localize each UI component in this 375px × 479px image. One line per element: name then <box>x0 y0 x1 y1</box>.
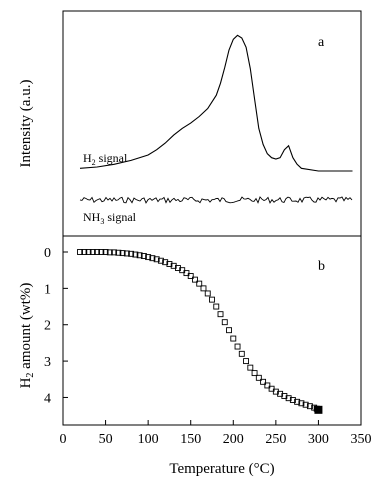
data-point <box>157 257 164 264</box>
data-point <box>260 378 267 385</box>
x-tick-label: 200 <box>223 432 244 447</box>
series-line-nh3-signal <box>79 196 353 204</box>
data-point <box>128 250 135 257</box>
data-point <box>162 259 169 266</box>
x-tick-label: 300 <box>308 432 329 447</box>
y-tick-label: 0 <box>44 246 51 261</box>
data-point <box>106 249 113 256</box>
x-tick-label: 250 <box>265 432 286 447</box>
data-point <box>264 382 271 389</box>
data-point <box>140 253 147 259</box>
series-label-h2-after: signal <box>96 151 128 165</box>
series-label-nh3-after: signal <box>104 210 136 224</box>
x-tick-label: 100 <box>138 432 159 447</box>
data-point <box>98 249 105 255</box>
series-line-h2-signal <box>79 34 353 172</box>
y-tick-label: 1 <box>44 282 51 297</box>
panel-b-ticks: 0 1 2 3 4 0 50 100 150 200 250 300 350 <box>44 246 372 447</box>
x-tick-label: 0 <box>60 432 67 447</box>
data-point <box>102 249 109 255</box>
data-point <box>221 319 228 326</box>
x-axis-label-temperature: Temperature (°C) <box>169 461 274 477</box>
panel-a-label: a <box>318 35 325 50</box>
data-point <box>136 252 143 259</box>
data-point-cluster <box>314 405 323 414</box>
data-point <box>119 250 126 257</box>
x-tick-label: 50 <box>99 432 113 447</box>
data-point <box>115 249 122 256</box>
panel-b-points <box>77 249 323 414</box>
data-point <box>209 296 215 303</box>
data-point <box>81 249 88 255</box>
data-point <box>247 364 254 371</box>
panel-a-series <box>79 34 353 204</box>
data-point <box>255 374 262 381</box>
data-point <box>145 254 152 261</box>
data-point <box>238 350 245 357</box>
y-axis-label-h2-amount: H2 amount (wt%) <box>18 283 36 389</box>
x-tick-label: 350 <box>351 432 372 447</box>
data-point <box>111 249 118 256</box>
panel-a: a Intensity (a.u.) H2 signal NH3 signal <box>18 10 362 237</box>
data-point <box>306 403 313 410</box>
data-point <box>213 303 220 310</box>
data-point <box>226 327 232 334</box>
data-point <box>166 261 173 267</box>
series-label-nh3-sub: 3 <box>100 217 104 226</box>
data-point <box>77 249 83 255</box>
y-axis-label-h2-main: H <box>18 377 34 388</box>
series-label-h2-main: H <box>83 151 92 165</box>
data-point <box>153 256 160 263</box>
data-point <box>192 276 198 283</box>
data-point <box>302 401 309 408</box>
data-point <box>234 343 241 350</box>
data-point <box>187 273 194 279</box>
data-point <box>132 251 139 258</box>
y-tick-label: 4 <box>44 391 51 406</box>
data-point <box>243 358 250 365</box>
panel-b-frame <box>62 235 362 426</box>
data-point <box>149 255 156 262</box>
data-point <box>200 285 207 292</box>
series-label-nh3-signal: NH3 signal <box>83 210 137 226</box>
data-point <box>294 398 301 405</box>
data-point <box>251 370 258 377</box>
y-axis-label-h2-sub: 2 <box>25 373 36 378</box>
y-axis-label-intensity: Intensity (a.u.) <box>18 80 34 168</box>
data-point <box>204 290 211 297</box>
data-point <box>123 250 130 257</box>
x-tick-label: 150 <box>180 432 201 447</box>
data-point <box>285 395 292 402</box>
y-tick-label: 3 <box>44 355 51 370</box>
series-label-h2-signal: H2 signal <box>83 151 128 167</box>
panel-b-label: b <box>318 259 325 274</box>
data-point <box>94 249 101 255</box>
series-label-h2-sub: 2 <box>92 158 96 167</box>
data-point <box>85 249 92 255</box>
data-point <box>230 335 237 342</box>
data-point <box>289 397 296 403</box>
y-axis-label-h2-after: amount (wt%) <box>18 283 34 373</box>
data-point <box>298 400 305 407</box>
y-tick-label: 2 <box>44 319 51 334</box>
data-point <box>89 249 96 255</box>
data-point <box>217 311 224 318</box>
series-label-nh3-main: NH <box>83 210 101 224</box>
data-point <box>196 280 203 287</box>
